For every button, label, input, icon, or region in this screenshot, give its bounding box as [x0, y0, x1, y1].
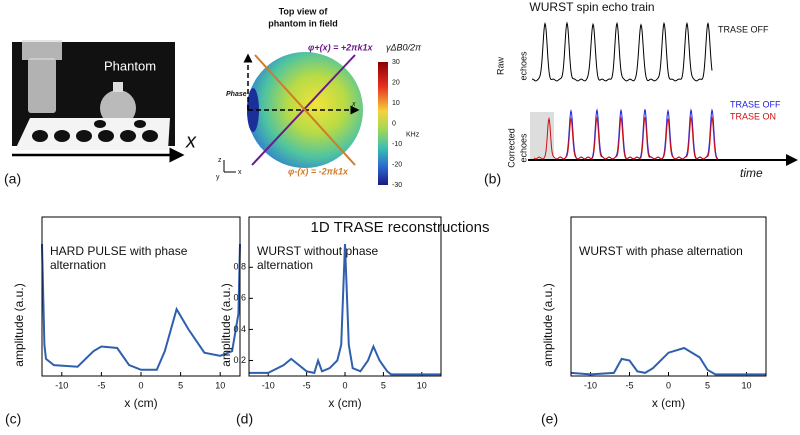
y-tick-label: 0.2 [233, 355, 246, 365]
annotation: WURST with phase alternation [579, 244, 743, 258]
panel-label: (a) [4, 171, 21, 187]
map-x-label: x [351, 101, 356, 108]
phase-label: Phase [226, 91, 247, 98]
x-tick-label: 10 [741, 380, 751, 390]
coord-label: x [238, 169, 242, 176]
y-tick-label: 0.4 [233, 324, 246, 334]
phi-minus-line [254, 54, 356, 166]
data-line [570, 346, 766, 376]
x-tick-label: 10 [215, 380, 225, 390]
highlight-box [530, 112, 554, 160]
panel-label: (c) [5, 411, 21, 427]
plot-frame [41, 216, 241, 377]
raw-label: echoes [518, 51, 528, 81]
x-tick-label: -10 [584, 380, 597, 390]
x-tick-label: -10 [55, 380, 68, 390]
y-axis-label: amplitude (a.u.) [12, 283, 26, 366]
coord-label: y [216, 174, 220, 181]
section-title: 1D TRASE reconstructions [311, 219, 490, 236]
legend-on: TRASE ON [730, 111, 776, 121]
phi-plus-line [251, 54, 356, 166]
colorbar-tick-label: -30 [392, 182, 402, 189]
time-label: time [740, 166, 763, 180]
annotation: alternation [50, 258, 106, 272]
x-axis-label: x (cm) [124, 396, 157, 410]
y-tick-label: 0.8 [233, 262, 246, 272]
raw-label: Raw [495, 57, 505, 76]
annotation: HARD PULSE with phase [50, 244, 188, 258]
colorbar-tick-label: 0 [392, 120, 396, 127]
panel-label: (b) [484, 171, 501, 187]
x-tick-label: -5 [97, 380, 105, 390]
annotation: WURST without phase [257, 244, 378, 258]
raw-echo-trace [532, 21, 713, 82]
photo-label: Phantom [104, 58, 156, 73]
colorbar-tick-label: 10 [392, 100, 400, 107]
data-line [249, 243, 441, 376]
x-axis-label: x [185, 130, 197, 152]
colorbar [378, 62, 388, 185]
panel-label: (e) [541, 411, 558, 427]
coord-axes [223, 160, 236, 173]
raw-legend: TRASE OFF [718, 24, 769, 34]
y-axis-label: amplitude (a.u.) [541, 283, 555, 366]
x-tick-label: -5 [303, 380, 311, 390]
map-title: phantom in field [268, 18, 338, 28]
phantom-photo [12, 40, 185, 163]
corrected-label: Corrected [506, 128, 516, 168]
data-line [41, 243, 241, 371]
echo-title: WURST spin echo train [529, 0, 654, 14]
phi-plus-label: φ+(x) = +2πk1x [308, 42, 374, 52]
echo-on-trace [533, 116, 719, 160]
plot-frame [248, 216, 442, 377]
x-tick-label: 0 [666, 380, 671, 390]
plot-frame [570, 216, 767, 377]
x-axis-label: x (cm) [328, 396, 361, 410]
x-tick-label: 0 [138, 380, 143, 390]
colorbar-tick-label: -10 [392, 141, 402, 148]
map-title: Top view of [279, 6, 329, 16]
legend-off: TRASE OFF [730, 99, 781, 109]
panel-label: (d) [236, 411, 253, 427]
phi-minus-label: φ-(x) = -2πk1x [288, 166, 349, 176]
x-tick-label: 5 [381, 380, 386, 390]
colorbar-title: γΔB0/2π [386, 42, 422, 52]
x-tick-label: -10 [262, 380, 275, 390]
colorbar-tick-label: 20 [392, 79, 400, 86]
x-tick-label: -5 [625, 380, 633, 390]
colorbar-tick-label: -20 [392, 161, 402, 168]
x-tick-label: 5 [178, 380, 183, 390]
y-axis-label: amplitude (a.u.) [219, 283, 233, 366]
x-axis-label: x (cm) [652, 396, 685, 410]
colorbar-tick-label: 30 [392, 59, 400, 66]
y-tick-label: 0.6 [233, 293, 246, 303]
x-tick-label: 0 [342, 380, 347, 390]
coord-label: z [218, 157, 222, 164]
colorbar-unit: KHz [406, 132, 420, 139]
x-tick-label: 10 [417, 380, 427, 390]
annotation: alternation [257, 258, 313, 272]
corrected-label: echoes [518, 133, 528, 163]
x-tick-label: 5 [705, 380, 710, 390]
